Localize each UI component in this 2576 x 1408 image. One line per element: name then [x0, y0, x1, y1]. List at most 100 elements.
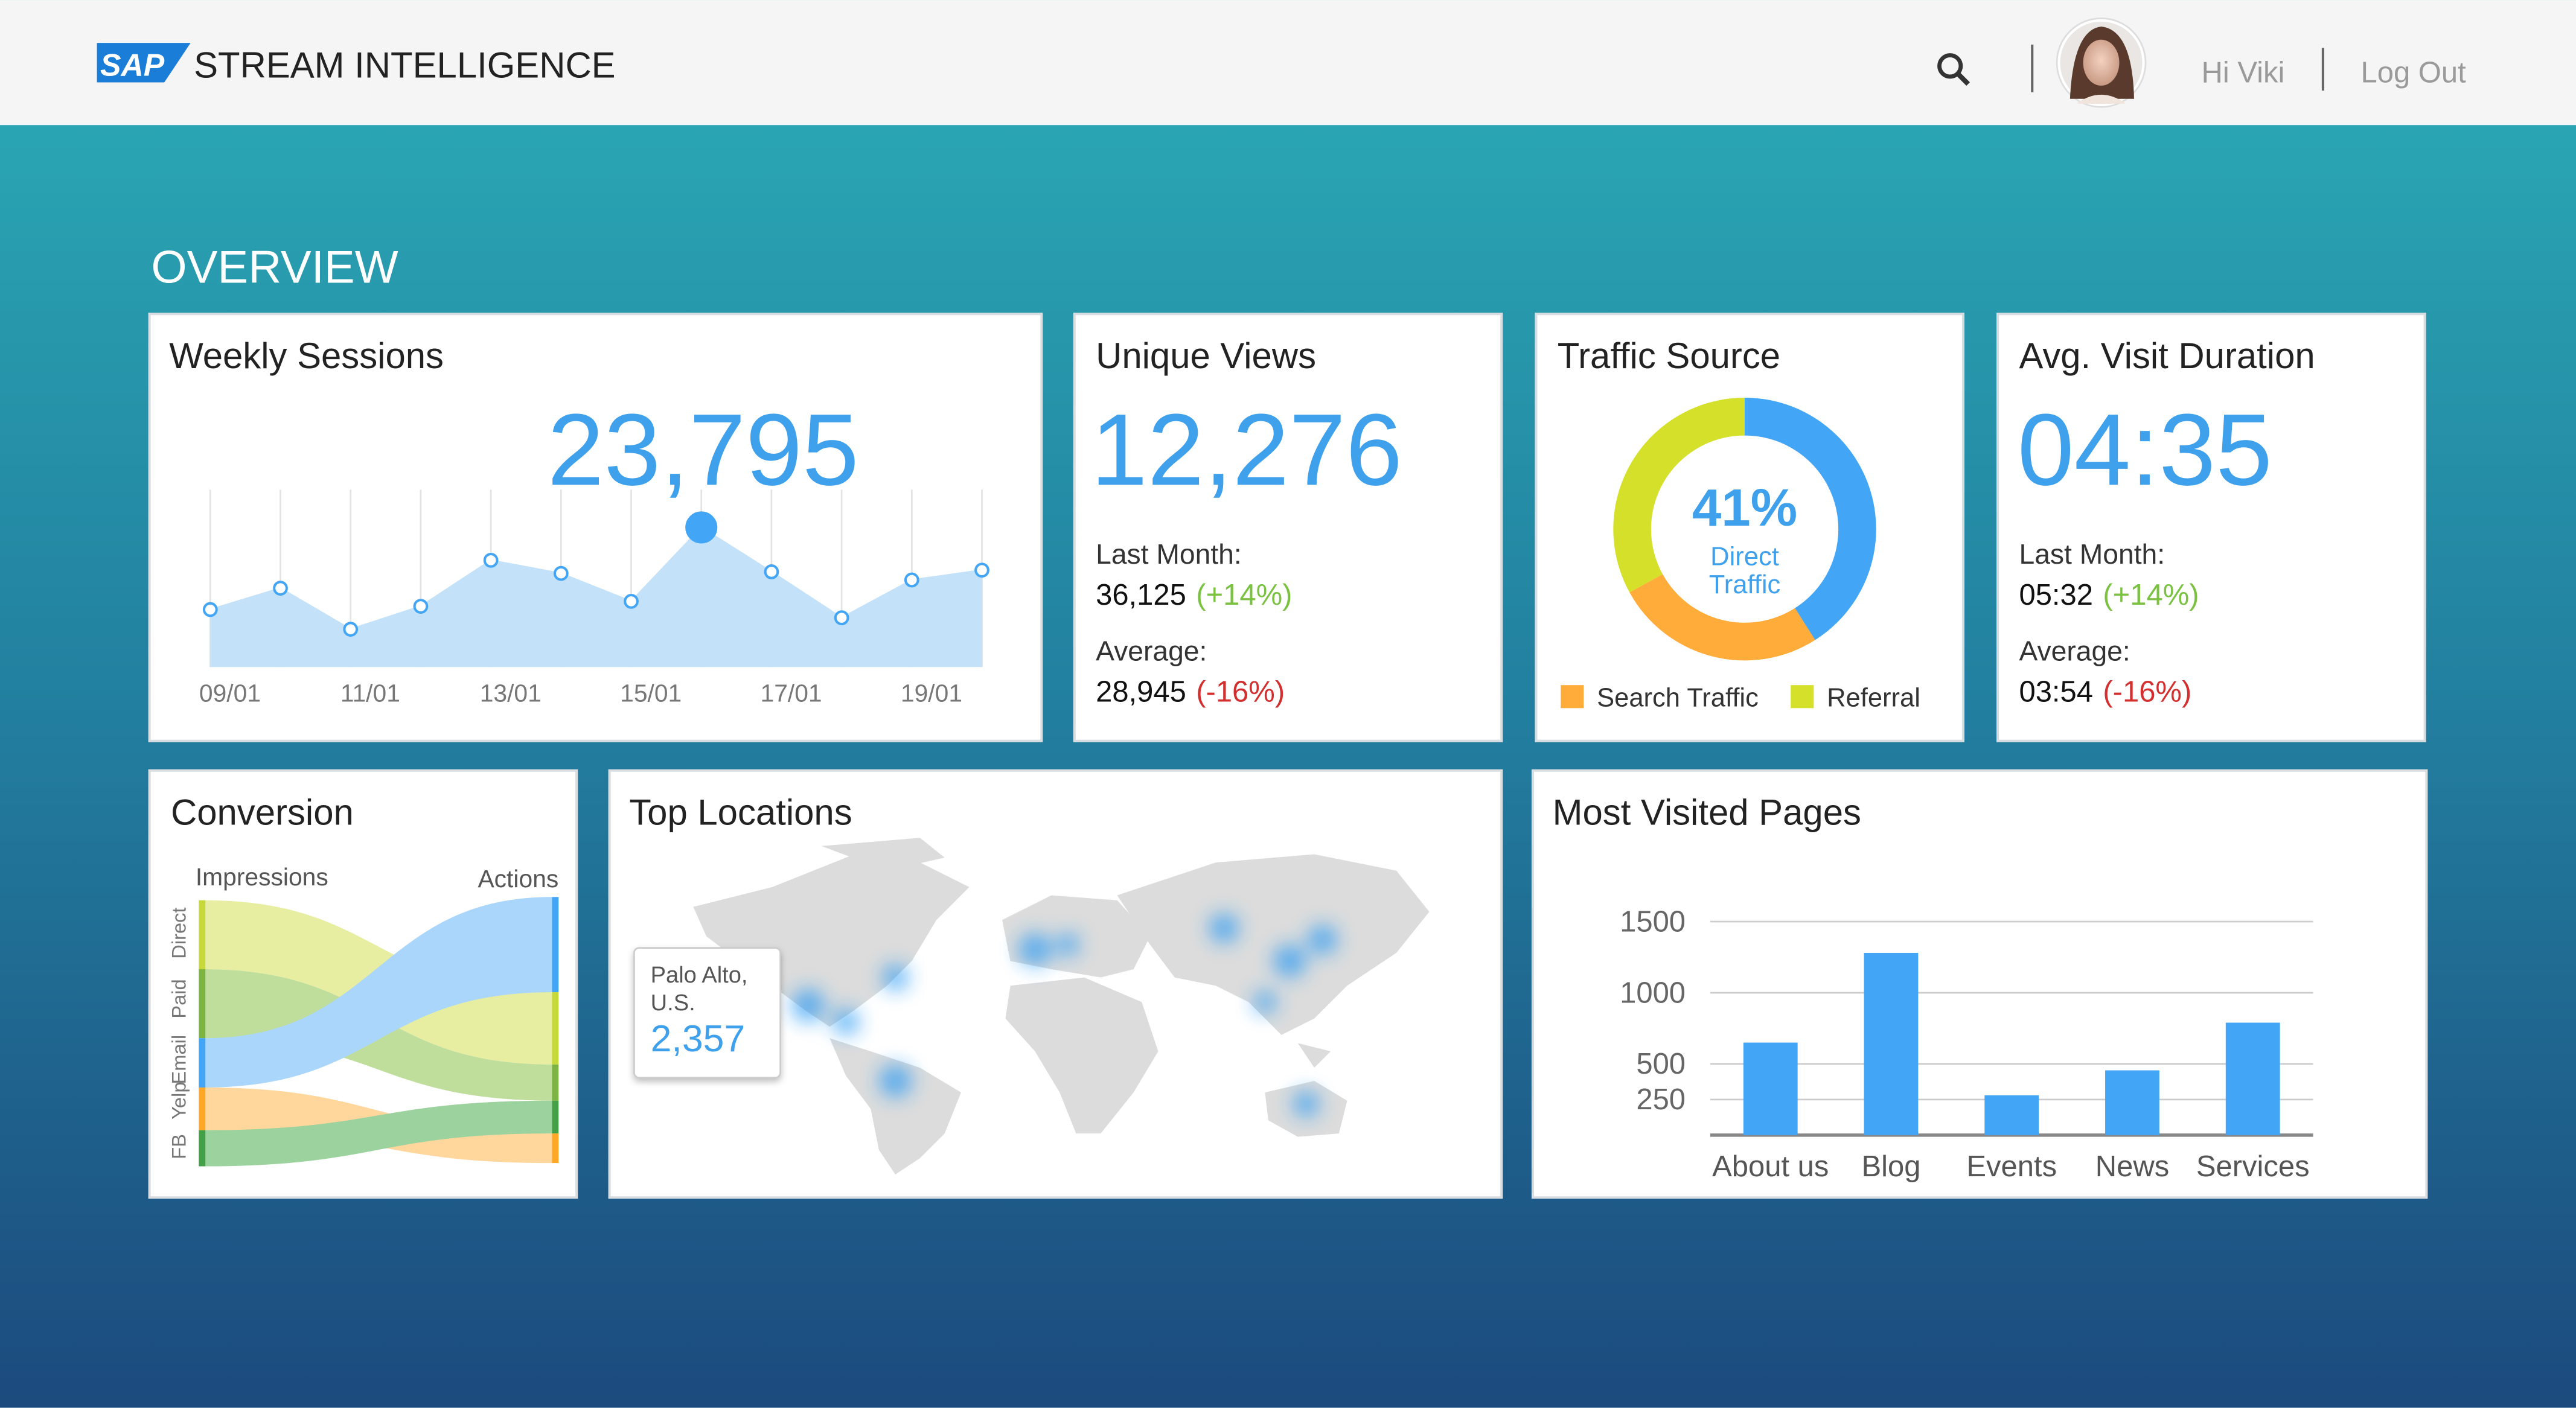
y-tick-label: 1000 [1620, 976, 1686, 1009]
legend-label: Search Traffic [1597, 684, 1759, 713]
x-tick-label: 15/01 [620, 679, 682, 707]
source-label: Email [168, 1035, 190, 1085]
bar [1743, 1042, 1798, 1135]
tooltip-value: 2,357 [651, 1018, 746, 1060]
point [483, 553, 499, 568]
center-value: 41% [1692, 479, 1797, 537]
x-tick-label: 19/01 [901, 679, 962, 707]
avatar[interactable] [2056, 17, 2147, 108]
stat-value: 36,125 [1096, 579, 1186, 611]
tooltip-line: U.S. [651, 990, 695, 1016]
x-tick-label: News [2095, 1150, 2169, 1183]
x-tick-label: 13/01 [480, 679, 542, 707]
logout-link[interactable]: Log Out [2361, 56, 2467, 89]
sankey-flows [203, 897, 552, 1167]
area [210, 527, 982, 667]
map-tooltip [633, 947, 781, 1078]
card [148, 313, 1043, 742]
stat: 03:54 (-16%) [2019, 675, 2191, 708]
point [553, 565, 569, 581]
tooltip-place: Palo Alto, U.S. [651, 963, 748, 1016]
label: Average: [2019, 635, 2130, 666]
point [273, 581, 288, 596]
card-title: Conversion [171, 792, 354, 833]
point [834, 610, 849, 626]
tooltip-line: Palo Alto, [651, 963, 748, 988]
point [343, 622, 359, 637]
kpi-value: 12,276 [1091, 392, 1402, 506]
legend-label: Referral [1827, 684, 1920, 713]
stat-change: (-16%) [2103, 675, 2191, 708]
card-title: Most Visited Pages [1553, 792, 1861, 833]
bar [1864, 952, 1919, 1135]
card [1073, 313, 1503, 742]
legend-swatch [1791, 685, 1814, 709]
header-bar [0, 0, 2576, 126]
legend-swatch [1561, 685, 1584, 709]
source-label: Direct [168, 907, 190, 958]
stat-value: 28,945 [1096, 675, 1186, 708]
label: Average: [1096, 635, 1207, 666]
x-tick-label: 09/01 [199, 679, 261, 707]
x-tick-label: Services [2196, 1150, 2310, 1183]
x-tick-label: Blog [1861, 1150, 1920, 1183]
x-tick-label: About us [1712, 1150, 1829, 1183]
center-label-line: Direct [1710, 543, 1779, 572]
card-title: Traffic Source [1558, 336, 1780, 376]
logo-shape [97, 43, 191, 83]
page-title: OVERVIEW [151, 241, 398, 293]
point [974, 562, 989, 578]
source-labels: Direct Paid Email Yelp FB [168, 907, 190, 1159]
label: Last Month: [1096, 538, 1242, 570]
card [1996, 313, 2426, 742]
y-tick-label: 1500 [1620, 905, 1686, 938]
greeting: Hi Viki [2202, 56, 2285, 89]
point [202, 602, 218, 617]
center-label: Direct Traffic [1709, 543, 1781, 599]
logo-text: SAP [100, 48, 165, 83]
world-map [693, 838, 1430, 1175]
point [624, 594, 639, 609]
stat-change: (+14%) [1196, 579, 1292, 611]
card-title: Top Locations [629, 792, 852, 833]
y-tick-label: 500 [1636, 1048, 1686, 1080]
y-tick-label: 250 [1636, 1083, 1686, 1116]
source-label: Paid [168, 979, 190, 1018]
point [413, 599, 429, 614]
card-title: Weekly Sessions [169, 336, 444, 376]
line [209, 526, 982, 631]
card-title: Avg. Visit Duration [2019, 336, 2315, 376]
app-name: STREAM INTELLIGENCE [194, 45, 615, 85]
stat: 28,945 (-16%) [1096, 675, 1285, 708]
bar [2225, 1022, 2280, 1135]
source-label: FB [168, 1134, 190, 1159]
stat: 05:32 (+14%) [2019, 579, 2199, 611]
source-label: Yelp [168, 1082, 190, 1120]
x-tick-label: 17/01 [761, 679, 822, 707]
stat-value: 03:54 [2019, 675, 2093, 708]
point [904, 572, 919, 588]
label: Last Month: [2019, 538, 2165, 570]
point [764, 564, 779, 579]
map-hotspots [791, 913, 1338, 1117]
stat: 36,125 (+14%) [1096, 579, 1292, 611]
bar [2105, 1070, 2159, 1135]
sankey-nodes [199, 897, 559, 1167]
stat-change: (+14%) [2103, 579, 2199, 611]
x-tick-label: 11/01 [340, 679, 400, 707]
kpi-value: 04:35 [2018, 392, 2272, 506]
point [685, 511, 718, 544]
stat-change: (-16%) [1196, 675, 1285, 708]
donut-slice [1745, 397, 1876, 640]
center-label-line: Traffic [1709, 570, 1781, 599]
axis-label: Impressions [196, 863, 328, 891]
card-title: Unique Views [1096, 336, 1316, 376]
x-tick-label: Events [1966, 1150, 2057, 1183]
donut-slice [1613, 397, 1745, 593]
search-icon[interactable] [1937, 53, 1970, 86]
donut-slice [1629, 574, 1815, 661]
axis-label: Actions [478, 865, 558, 893]
stat-value: 05:32 [2019, 579, 2093, 611]
kpi-value: 23,795 [548, 392, 859, 506]
